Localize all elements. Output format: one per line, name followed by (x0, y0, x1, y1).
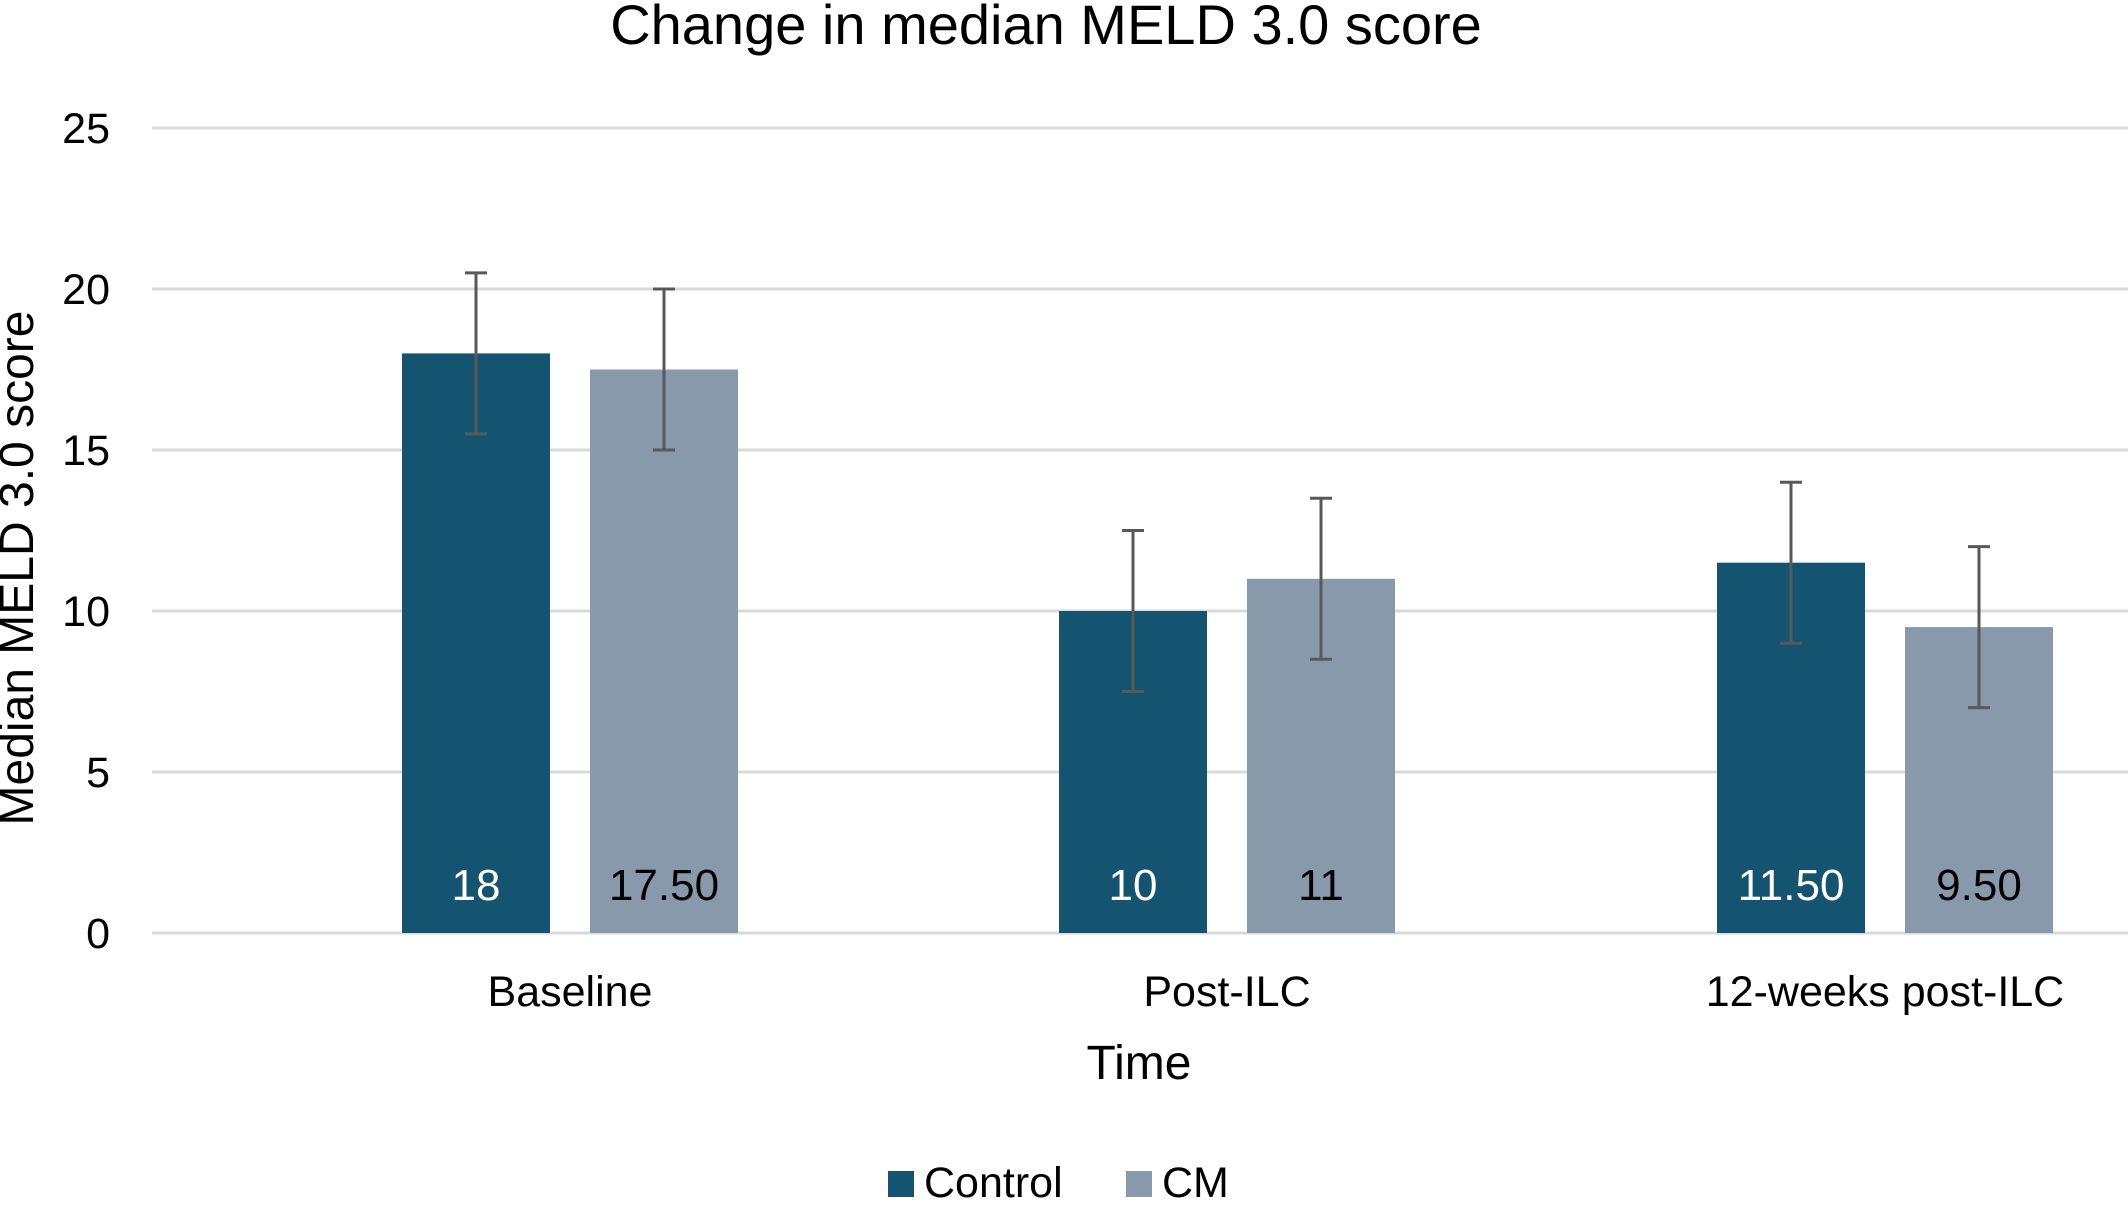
y-tick-label: 10 (62, 588, 110, 636)
error-bar (1968, 545, 1990, 710)
y-tick-label: 0 (86, 910, 110, 958)
legend-label: CM (1162, 1159, 1229, 1207)
data-label: 10 (1109, 861, 1158, 910)
data-label: 11.50 (1738, 861, 1845, 910)
legend-item-cm: CM (1126, 1159, 1229, 1207)
error-bars (465, 271, 1990, 710)
error-bar (465, 271, 487, 436)
y-axis-tick-labels: 0 5 10 15 20 25 (62, 105, 110, 958)
data-labels: 18 10 11.50 17.50 11 9.50 (452, 861, 2022, 910)
bar-control-0 (402, 353, 550, 933)
x-axis-title: Time (1087, 1037, 1192, 1090)
data-label: 11 (1298, 861, 1344, 910)
error-bar (1122, 529, 1144, 693)
x-tick-label: Post-ILC (1143, 968, 1310, 1016)
data-label: 9.50 (1936, 861, 2022, 910)
x-tick-label: Baseline (488, 968, 653, 1016)
y-tick-label: 25 (62, 105, 110, 153)
y-tick-label: 5 (86, 749, 110, 797)
y-tick-label: 15 (62, 427, 110, 475)
error-bar (1780, 480, 1802, 645)
error-bar (653, 287, 675, 452)
data-label: 18 (452, 861, 501, 910)
data-label: 17.50 (609, 861, 719, 910)
y-axis-title: Median MELD 3.0 score (0, 311, 44, 826)
bars (402, 353, 2053, 933)
bar-cm-0 (590, 369, 738, 933)
legend-swatch (888, 1171, 914, 1197)
legend-item-control: Control (888, 1159, 1063, 1207)
error-bar (1310, 496, 1332, 661)
legend-swatch (1126, 1171, 1152, 1197)
y-tick-label: 20 (62, 266, 110, 314)
x-tick-label: 12-weeks post-ILC (1706, 968, 2065, 1016)
x-axis-tick-labels: Baseline Post-ILC 12-weeks post-ILC (488, 968, 2065, 1016)
legend: Control CM (888, 1159, 1229, 1207)
legend-label: Control (924, 1159, 1063, 1207)
chart-title: Change in median MELD 3.0 score (610, 0, 1482, 56)
